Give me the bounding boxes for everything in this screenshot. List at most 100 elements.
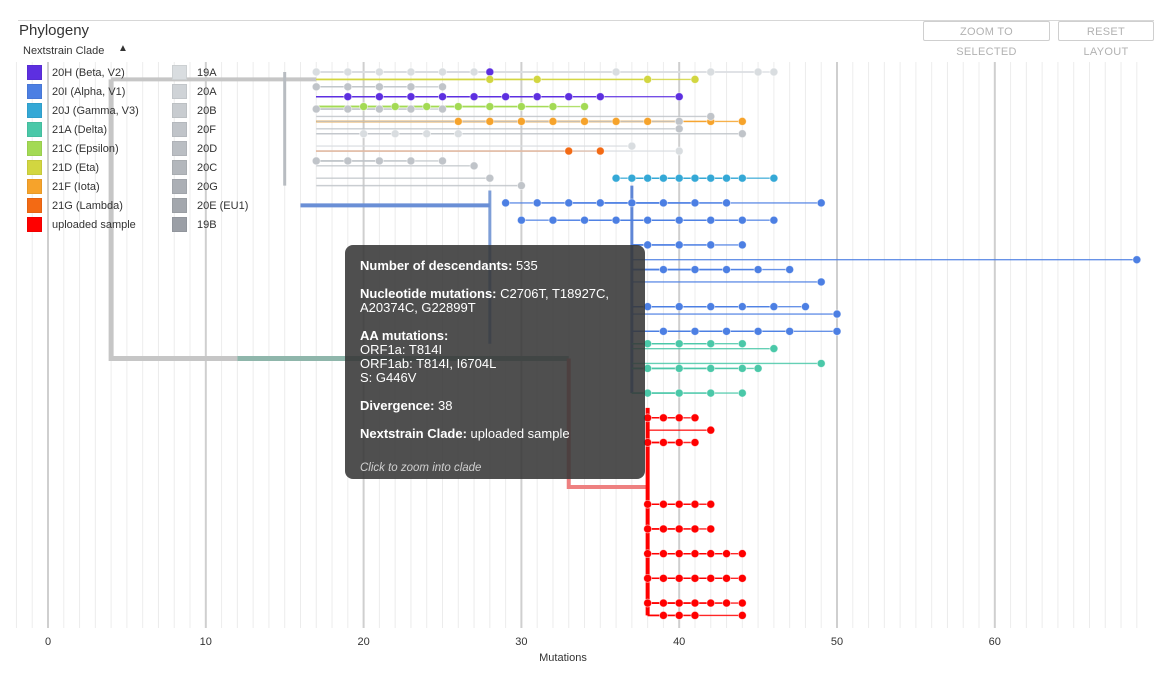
tree-tip: [469, 67, 479, 77]
tree-tip: [611, 117, 621, 126]
tree-tip: [706, 339, 716, 349]
tree-tip: [469, 161, 479, 171]
tree-tip: [737, 573, 747, 583]
tree-tip: [438, 92, 447, 102]
legend-item[interactable]: 19B: [172, 216, 217, 233]
legend-item[interactable]: 21D (Eta): [27, 159, 99, 176]
tree-tip: [706, 524, 716, 534]
tree-tip: [690, 549, 700, 559]
tree-tip: [643, 573, 653, 583]
legend-swatch: [27, 179, 42, 194]
tree-tip: [1132, 255, 1142, 265]
legend-item[interactable]: 20A: [172, 83, 217, 100]
zoom-to-selected-button[interactable]: ZOOM TO SELECTED: [923, 21, 1050, 58]
tree-tip: [532, 92, 542, 102]
tree-tip: [564, 146, 574, 156]
legend-item[interactable]: 21G (Lambda): [27, 197, 123, 214]
legend-swatch: [172, 84, 187, 99]
tree-tip: [674, 117, 684, 126]
tree-tip: [690, 75, 700, 84]
tree-tip: [737, 240, 747, 250]
legend-item[interactable]: 20H (Beta, V2): [27, 64, 125, 81]
tree-tip: [627, 198, 637, 208]
tree-tip: [643, 499, 653, 509]
legend-label: 20A: [197, 85, 217, 98]
tree-tip: [311, 67, 321, 77]
tree-tip: [374, 92, 384, 102]
legend-swatch: [27, 160, 42, 175]
tree-tip: [611, 67, 621, 77]
color-legend: 20H (Beta, V2) 20I (Alpha, V1) 20J (Gamma,…: [27, 64, 267, 234]
tree-tip: [517, 102, 526, 111]
legend-item[interactable]: 19A: [172, 64, 217, 81]
tree-tip: [564, 198, 574, 208]
tree-tip: [737, 388, 747, 398]
node-tooltip: Number of descendants: 535 Nucleotide mu…: [345, 245, 645, 479]
legend-label: 21A (Delta): [52, 123, 108, 136]
legend-item[interactable]: 21A (Delta): [27, 121, 107, 138]
tree-tip: [485, 102, 495, 111]
tree-tip: [659, 265, 668, 275]
tree-tip: [643, 75, 653, 84]
chevron-up-icon[interactable]: ▲: [118, 43, 128, 54]
legend-swatch: [27, 217, 42, 232]
tree-tip: [374, 67, 384, 77]
tree-tip: [453, 102, 463, 111]
tree-tip: [706, 173, 716, 183]
tree-tip: [517, 181, 526, 191]
legend-item[interactable]: 21F (Iota): [27, 178, 100, 195]
tree-tip: [374, 82, 384, 92]
panel-title: Phylogeny: [19, 22, 90, 39]
tree-tip: [548, 117, 558, 126]
tree-tip: [311, 156, 321, 166]
tree-tip: [627, 173, 637, 183]
legend-item[interactable]: 20C: [172, 159, 217, 176]
tree-tip: [722, 265, 731, 275]
tree-tip: [690, 198, 700, 208]
tree-branch: [108, 79, 238, 362]
legend-item[interactable]: uploaded sample: [27, 216, 136, 233]
legend-label: 19A: [197, 66, 217, 79]
legend-title[interactable]: Nextstrain Clade: [23, 45, 105, 57]
legend-label: 20G: [197, 180, 218, 193]
legend-item[interactable]: 20F: [172, 121, 216, 138]
tree-tip: [674, 363, 684, 373]
reset-layout-button[interactable]: RESET LAYOUT: [1058, 21, 1154, 58]
legend-item[interactable]: 20B: [172, 102, 217, 119]
legend-item[interactable]: 20G: [172, 178, 218, 195]
tree-tip: [690, 611, 700, 620]
tree-tip: [737, 339, 747, 349]
legend-label: 21F (Iota): [52, 180, 100, 193]
tree-tip: [785, 265, 795, 275]
legend-item[interactable]: 20I (Alpha, V1): [27, 83, 125, 100]
tree-tip: [690, 326, 700, 336]
tree-tip: [674, 388, 684, 398]
tree-tip: [674, 438, 684, 447]
tree-tip: [706, 549, 716, 559]
tree-tip: [690, 265, 700, 275]
legend-label: 19B: [197, 218, 217, 231]
tree-tip: [359, 129, 369, 139]
tree-tip: [485, 117, 495, 126]
tree-tip: [706, 499, 716, 509]
legend-label: 20H (Beta, V2): [52, 66, 125, 79]
tree-tip: [674, 240, 684, 250]
tree-tip: [564, 92, 574, 102]
tree-tip: [737, 117, 747, 126]
legend-swatch: [172, 217, 187, 232]
tree-tip: [438, 104, 447, 114]
legend-label: 20C: [197, 161, 218, 174]
tree-tip: [737, 129, 747, 139]
legend-item[interactable]: 20D: [172, 140, 217, 157]
tree-tip: [674, 173, 684, 183]
tree-tip: [832, 309, 842, 319]
legend-item[interactable]: 21C (Epsilon): [27, 140, 119, 157]
tree-tip: [753, 265, 763, 275]
legend-item[interactable]: 20E (EU1): [172, 197, 248, 214]
legend-item[interactable]: 20J (Gamma, V3): [27, 102, 139, 119]
tree-tip: [501, 92, 511, 102]
tree-tip: [832, 326, 842, 336]
tree-tip: [517, 215, 526, 225]
tree-tip: [816, 359, 826, 368]
